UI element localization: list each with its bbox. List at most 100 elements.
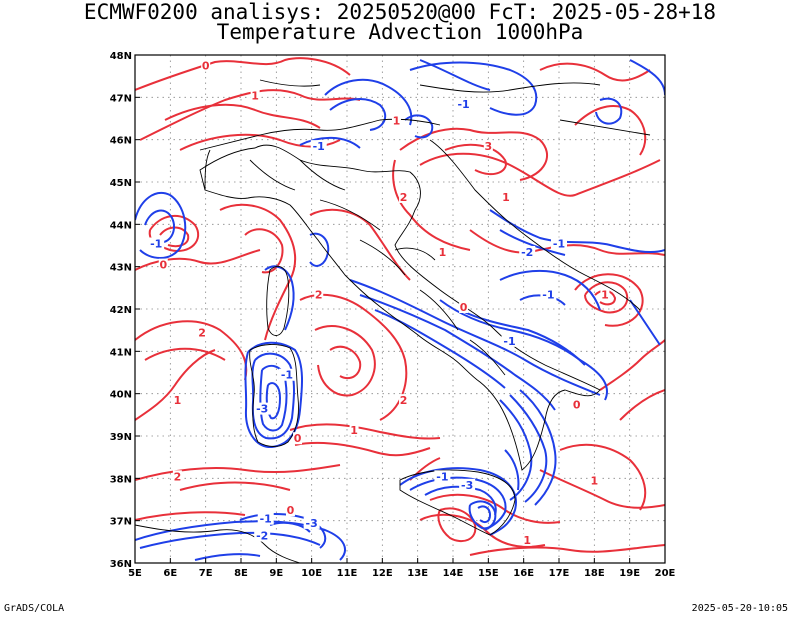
neg-contour bbox=[269, 521, 311, 533]
italy-coast bbox=[199, 144, 601, 471]
pos-contour bbox=[437, 507, 477, 543]
pos-contour bbox=[619, 389, 665, 421]
neg-contour bbox=[424, 485, 497, 516]
contour-label: 0 bbox=[159, 259, 167, 272]
pos-contour bbox=[135, 511, 246, 521]
contour-label: 1 bbox=[174, 394, 182, 407]
contour-label-bg bbox=[257, 512, 274, 525]
pos-contour bbox=[584, 281, 629, 314]
contour-label-bg bbox=[437, 245, 447, 258]
contour-label: -1 bbox=[542, 288, 554, 301]
neg-contour bbox=[374, 309, 506, 389]
contour-label: -1 bbox=[260, 513, 272, 526]
contour-label-bg bbox=[293, 432, 303, 445]
balkan-coast bbox=[429, 139, 641, 311]
sicily-coast bbox=[399, 469, 516, 536]
positive-contours bbox=[135, 57, 665, 556]
neg-contour bbox=[329, 98, 387, 131]
neg-contour bbox=[595, 97, 623, 125]
y-tick-label: 38N bbox=[110, 474, 132, 485]
border bbox=[559, 119, 651, 136]
contour-label: -1 bbox=[503, 335, 515, 348]
neg-contour bbox=[629, 299, 661, 346]
contour-label-bg bbox=[349, 423, 359, 436]
pos-contour bbox=[309, 208, 411, 281]
x-tick-label: 16E bbox=[513, 568, 534, 579]
contour-label: -3 bbox=[256, 403, 268, 416]
neg-contour bbox=[264, 265, 295, 331]
contour-label-bg bbox=[278, 368, 295, 381]
contour-label: 0 bbox=[460, 301, 468, 314]
region-border bbox=[359, 239, 406, 276]
contour-label-bg bbox=[459, 478, 476, 491]
contour-label-bg bbox=[172, 394, 182, 407]
y-tick-label: 36N bbox=[110, 559, 132, 570]
x-tick-label: 14E bbox=[443, 568, 464, 579]
neg-contour bbox=[265, 382, 281, 420]
border bbox=[259, 79, 321, 87]
pos-contour bbox=[159, 226, 190, 248]
contour-label: 0 bbox=[287, 504, 295, 517]
contour-label-bg bbox=[314, 288, 324, 301]
pos-contour bbox=[329, 345, 362, 380]
x-tick-label: 9E bbox=[269, 568, 283, 579]
pos-contour bbox=[314, 325, 376, 397]
pos-contour bbox=[539, 62, 651, 82]
y-tick-label: 47N bbox=[110, 93, 132, 104]
y-tick-label: 43N bbox=[110, 263, 132, 274]
y-tick-label: 39N bbox=[110, 432, 132, 443]
pos-contour bbox=[399, 127, 549, 181]
region-border bbox=[394, 247, 436, 261]
pos-contour bbox=[419, 152, 661, 197]
neg-contour bbox=[489, 209, 665, 254]
x-tick-label: 18E bbox=[584, 568, 605, 579]
pos-contour bbox=[164, 103, 321, 129]
contour-labels: 0 1 -1 1 3 -1 2 1 -1 -2 -1 0 1 2 -1 0 1 2 -1 -1 -3 1 2 0 1 0 0 -1 -3… bbox=[148, 59, 610, 547]
contour-label: 2 bbox=[198, 326, 206, 339]
contour-label-bg bbox=[250, 89, 260, 102]
contour-label-bg bbox=[572, 398, 582, 411]
pos-contour bbox=[135, 320, 248, 381]
neg-contour bbox=[309, 232, 330, 267]
border bbox=[419, 82, 601, 93]
y-tick-label: 41N bbox=[110, 347, 132, 358]
neg-contour bbox=[468, 500, 497, 530]
pos-contour bbox=[559, 443, 647, 511]
contour-label-bg bbox=[501, 190, 511, 203]
pos-contour bbox=[135, 464, 341, 481]
contour-label: -1 bbox=[436, 470, 448, 483]
border bbox=[204, 149, 211, 191]
neg-contour bbox=[439, 299, 608, 401]
contour-label: 1 bbox=[393, 115, 401, 128]
pos-contour bbox=[539, 469, 665, 509]
contour-label-bg bbox=[254, 402, 271, 415]
contour-label: -2 bbox=[256, 530, 268, 543]
neg-contour bbox=[499, 399, 533, 501]
neg-contour bbox=[194, 553, 261, 561]
map-subtitle: Temperature Advection 1000hPa bbox=[216, 20, 584, 44]
neg-contour bbox=[519, 389, 557, 506]
contour-label-bg bbox=[197, 326, 207, 339]
coastlines bbox=[135, 79, 651, 563]
contour-label-bg bbox=[391, 114, 401, 127]
pos-contour bbox=[135, 57, 351, 91]
pos-contour bbox=[574, 273, 644, 327]
pos-contour bbox=[219, 203, 297, 341]
contour-label-bg bbox=[201, 59, 211, 72]
contour-label-bg bbox=[551, 237, 567, 250]
neg-contour bbox=[359, 294, 556, 411]
contour-label-bg bbox=[519, 245, 536, 258]
contour-label-bg bbox=[148, 237, 165, 250]
contour-label: -3 bbox=[306, 517, 318, 530]
footer-timestamp: 2025-05-20-10:05 bbox=[691, 603, 788, 614]
contour-label-bg bbox=[434, 470, 451, 483]
pos-contour bbox=[289, 423, 441, 440]
contour-label: -2 bbox=[521, 246, 533, 259]
contour-label: -1 bbox=[313, 140, 325, 153]
axis-ticks: 5E 6E 7E 8E 9E 10E 11E 12E 13E 14E 15E 16E 17E 18E 19E… bbox=[110, 51, 676, 579]
contour-label-bg bbox=[589, 474, 599, 487]
contour-label-bg bbox=[455, 97, 472, 110]
neg-contour bbox=[477, 505, 491, 524]
neg-contour bbox=[459, 309, 586, 366]
x-tick-label: 11E bbox=[337, 568, 358, 579]
